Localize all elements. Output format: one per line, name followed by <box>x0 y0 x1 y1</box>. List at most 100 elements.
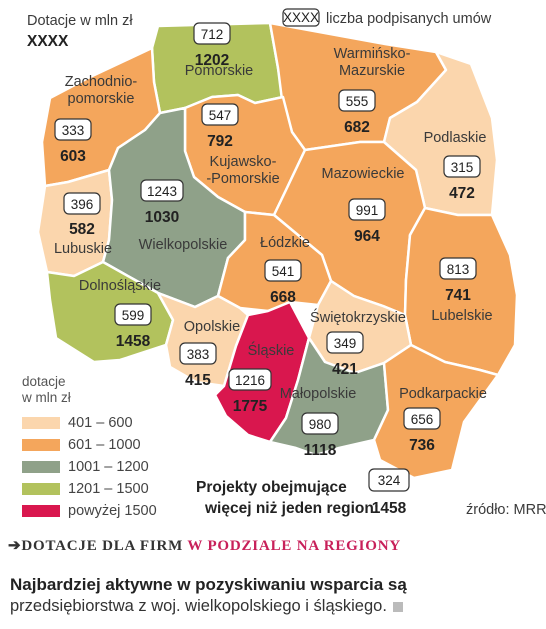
contracts-badge-opolskie <box>179 342 217 365</box>
contracts-value-lubelskie: 813 <box>447 262 470 277</box>
region-name-malopolskie: Małopolskie <box>280 386 357 402</box>
count-label: liczba podpisanych umów <box>326 11 492 27</box>
region-name-podkarpackie: Podkarpackie <box>399 386 487 402</box>
legend-label: powyżej 1500 <box>68 503 157 519</box>
contracts-badge-podkarpackie <box>403 407 441 430</box>
region-name-line: Pomorskie <box>185 63 254 79</box>
contracts-value-kujawsko-pomorskie: 547 <box>209 108 232 123</box>
contracts-badge-pomorskie <box>193 22 231 45</box>
legend-swatch <box>22 417 60 429</box>
subsidy-value-mazowieckie: 964 <box>354 228 380 245</box>
region-name-line: Wielkopolskie <box>139 237 228 253</box>
legend-label: 401 – 600 <box>68 415 133 431</box>
subsidy-value-kujawsko-pomorskie: 792 <box>207 133 233 150</box>
subsidy-value-podlaskie: 472 <box>449 185 475 202</box>
region-name-line: Łódzkie <box>260 235 310 251</box>
multi-region-subsidy: 1458 <box>372 500 407 517</box>
legend-row-401-600: 401 – 600 <box>22 412 157 434</box>
contracts-value-wielkopolskie: 1243 <box>147 184 177 199</box>
region-name-zachodniopomorskie: Zachodnio-pomorskie <box>65 74 138 107</box>
legend: dotacje w mln zł 401 – 600 601 – 1000 1001… <box>22 374 157 522</box>
contracts-value-mazowieckie: 991 <box>356 203 379 218</box>
region-name-lubelskie: Lubelskie <box>431 308 492 324</box>
count-badge-text: XXXX <box>283 10 319 25</box>
region-name-line: Lubuskie <box>54 241 112 257</box>
caption-part2: W PODZIALE NA REGIONY <box>187 538 401 554</box>
region-name-line: pomorskie <box>68 91 135 107</box>
end-square-icon <box>392 601 403 612</box>
region-name-lodzkie: Łódzkie <box>260 235 310 251</box>
contracts-value-opolskie: 383 <box>187 347 210 362</box>
legend-swatch <box>22 461 60 473</box>
legend-row-1001-1200: 1001 – 1200 <box>22 456 157 478</box>
poland-map: Pomorskie 712 1202 Warmińsko-Mazurskie 555 68… <box>27 8 546 518</box>
legend-title-1: dotacje <box>22 374 66 389</box>
multi-region-contracts: 324 <box>378 473 401 488</box>
contracts-badge-lubelskie <box>439 257 477 280</box>
contracts-badge-lubuskie <box>63 192 101 215</box>
subsidy-value-podkarpackie: 736 <box>409 437 435 454</box>
contracts-value-malopolskie: 980 <box>309 417 332 432</box>
region-name-line: Mazurskie <box>339 63 405 79</box>
legend-title-2: w mln zł <box>22 390 71 405</box>
region-name-line: Lubelskie <box>431 308 492 324</box>
subsidy-value-zachodniopomorskie: 603 <box>60 148 86 165</box>
contracts-badge-swietokrzyskie <box>326 331 364 354</box>
region-name-line: Małopolskie <box>280 386 357 402</box>
region-name-kujawsko-pomorskie: Kujawsko--Pomorskie <box>206 154 279 187</box>
contracts-badge-dolnoslaskie <box>114 303 152 326</box>
legend-label: 601 – 1000 <box>68 437 141 453</box>
contracts-badge-zachodniopomorskie <box>54 118 92 141</box>
contracts-value-zachodniopomorskie: 333 <box>62 123 85 138</box>
legend-row-above-1500: powyżej 1500 <box>22 500 157 522</box>
legend-label: 1201 – 1500 <box>68 481 149 497</box>
subsidy-value-dolnoslaskie: 1458 <box>116 333 151 350</box>
region-name-warminsko-mazurskie: Warmińsko-Mazurskie <box>334 46 411 79</box>
multi-region-badge <box>368 468 410 492</box>
region-name-podlaskie: Podlaskie <box>424 130 487 146</box>
count-badge-sample <box>282 8 320 27</box>
region-name-slaskie: Śląskie <box>248 341 295 359</box>
region-name-line: Mazowieckie <box>322 166 405 182</box>
legend-row-601-1000: 601 – 1000 <box>22 434 157 456</box>
contracts-badge-kujawsko-pomorskie <box>201 103 239 126</box>
multi-region-line2: więcej niż jeden region: <box>204 500 379 517</box>
caption-bar: ➔DOTACJE DLA FIRM W PODZIALE NA REGIONY <box>8 536 440 555</box>
note-text: przedsiębiorstwa z woj. wielkopolskiego … <box>10 597 387 615</box>
unit-label: Dotacje w mln zł <box>27 13 133 29</box>
contracts-value-dolnoslaskie: 599 <box>122 308 145 323</box>
region-name-line: Warmińsko- <box>334 46 411 62</box>
region-name-swietokrzyskie: Świętokrzyskie <box>310 308 406 326</box>
contracts-badge-wielkopolskie <box>140 179 184 202</box>
region-name-line: Kujawsko- <box>210 154 277 170</box>
contracts-value-slaskie: 1216 <box>235 373 265 388</box>
subsidy-value-warminsko-mazurskie: 682 <box>344 119 370 136</box>
contracts-badge-lodzkie <box>264 259 302 282</box>
region-name-lubuskie: Lubuskie <box>54 241 112 257</box>
contracts-value-swietokrzyskie: 349 <box>334 336 357 351</box>
unit-placeholder: XXXX <box>27 33 69 50</box>
contracts-value-podkarpackie: 656 <box>411 412 434 427</box>
subsidy-value-lubelskie: 741 <box>445 287 471 304</box>
region-name-line: Podlaskie <box>424 130 487 146</box>
contracts-badge-malopolskie <box>301 412 339 435</box>
subsidy-value-malopolskie: 1118 <box>304 442 337 459</box>
contracts-value-warminsko-mazurskie: 555 <box>346 94 369 109</box>
region-name-line: Dolnośląskie <box>79 278 161 294</box>
legend-swatch <box>22 439 60 451</box>
note-bold: Najbardziej aktywne w pozyskiwaniu wspar… <box>10 575 407 594</box>
legend-row-1201-1500: 1201 – 1500 <box>22 478 157 500</box>
subsidy-value-slaskie: 1775 <box>233 398 268 415</box>
region-name-mazowieckie: Mazowieckie <box>322 166 405 182</box>
subsidy-value-swietokrzyskie: 421 <box>332 361 358 378</box>
multi-region-line1: Projekty obejmujące <box>196 479 347 496</box>
contracts-badge-slaskie <box>228 368 272 391</box>
arrow-right-icon: ➔ <box>8 537 22 554</box>
source-label: źródło: MRR <box>466 502 546 518</box>
region-name-line: Zachodnio- <box>65 74 138 90</box>
contracts-value-pomorskie: 712 <box>201 27 224 42</box>
legend-items: 401 – 600 601 – 1000 1001 – 1200 1201 – 150… <box>22 412 157 522</box>
region-name-line: Świętokrzyskie <box>310 308 406 326</box>
subsidy-value-wielkopolskie: 1030 <box>145 209 179 226</box>
region-name-opolskie: Opolskie <box>184 319 240 335</box>
